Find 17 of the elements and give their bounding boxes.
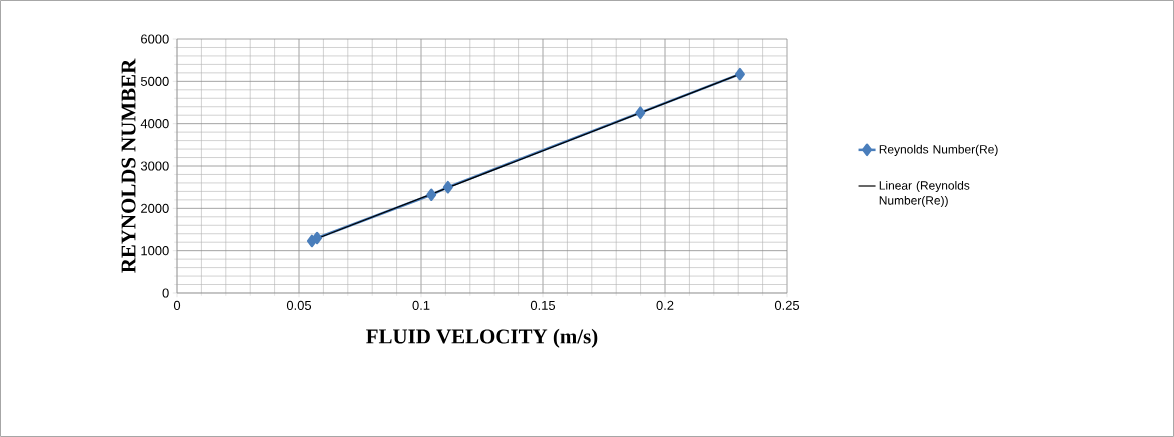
y-tick-label: 3000 (140, 161, 169, 171)
y-tick-label: 4000 (140, 119, 169, 129)
x-tick-label: 0.1 (412, 300, 430, 310)
x-tick-label: 0 (173, 300, 181, 310)
x-tick-label: 0.2 (656, 300, 674, 310)
x-tick-label: 0.15 (530, 300, 556, 310)
y-tick-label: 1000 (141, 246, 169, 256)
legend-label: Reynolds Number(Re) (879, 144, 998, 156)
y-tick-label: 6000 (141, 34, 169, 44)
y-tick-label: 0 (162, 288, 169, 298)
x-tick-label: 0.25 (774, 300, 800, 310)
y-axis-title: REYNOLDS NUMBER (121, 58, 136, 273)
legend-label: Linear (Reynolds Number(Re)) (879, 180, 970, 207)
x-tick-label: 0.05 (286, 300, 312, 310)
y-tick-label: 2000 (141, 203, 169, 213)
x-axis-title: FLUID VELOCITY (m/s) (366, 328, 598, 348)
y-tick-label: 5000 (140, 76, 169, 86)
